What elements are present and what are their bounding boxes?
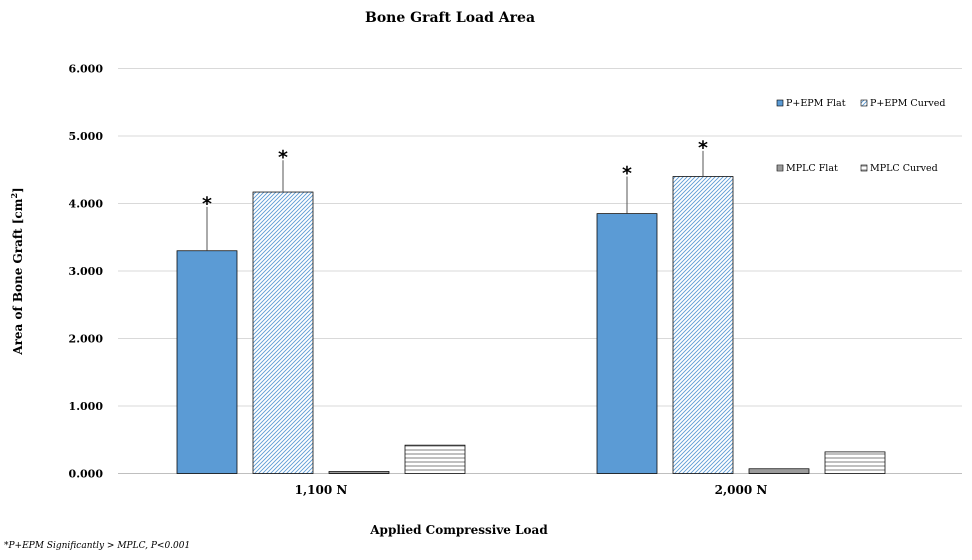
legend: P+EPM Flat P+EPM Curved MPLC Flat MPLC Curv…: [776, 98, 945, 174]
legend-swatch: [776, 99, 784, 107]
bar: [328, 471, 390, 474]
bar: [404, 444, 466, 474]
y-axis-ticks: 0.000 1.000 2.000 3.000 4.000 5.000 6.000: [69, 63, 104, 481]
x-axis-ticks: 1,100 N 2,000 N: [295, 483, 768, 497]
footnote: *P+EPM Significantly > MPLC, P<0.001: [4, 541, 191, 551]
y-tick-label: 6.000: [69, 63, 104, 76]
y-tick-label: 4.000: [69, 198, 104, 211]
bars: * * * *: [176, 137, 886, 474]
legend-label: P+EPM Curved: [870, 98, 945, 109]
significance-marker: *: [622, 163, 632, 185]
chart-title: Bone Graft Load Area: [365, 10, 535, 26]
bar: [252, 191, 314, 474]
legend-swatch: [860, 164, 868, 172]
bar: [672, 176, 734, 474]
legend-label: MPLC Curved: [870, 163, 938, 174]
bar: [824, 451, 886, 474]
y-tick-label: 1.000: [69, 400, 104, 413]
gridlines: [118, 68, 962, 474]
significance-marker: *: [202, 193, 212, 215]
legend-label: MPLC Flat: [786, 163, 838, 174]
bar: [748, 468, 810, 474]
bar: [596, 213, 658, 474]
y-tick-label: 2.000: [69, 333, 104, 346]
legend-swatch: [860, 99, 868, 107]
y-axis-title: Area of Bone Graft [cm2]: [9, 187, 25, 355]
y-tick-label: 5.000: [69, 130, 104, 143]
x-tick-label: 2,000 N: [715, 483, 768, 497]
y-tick-label: 0.000: [69, 468, 104, 481]
x-tick-label: 1,100 N: [295, 483, 348, 497]
y-tick-label: 3.000: [69, 265, 104, 278]
significance-marker: *: [278, 146, 288, 168]
x-axis-title: Applied Compressive Load: [369, 523, 548, 537]
legend-label: P+EPM Flat: [786, 98, 846, 109]
significance-marker: *: [698, 137, 708, 159]
legend-swatch: [776, 164, 784, 172]
bar: [176, 250, 238, 474]
